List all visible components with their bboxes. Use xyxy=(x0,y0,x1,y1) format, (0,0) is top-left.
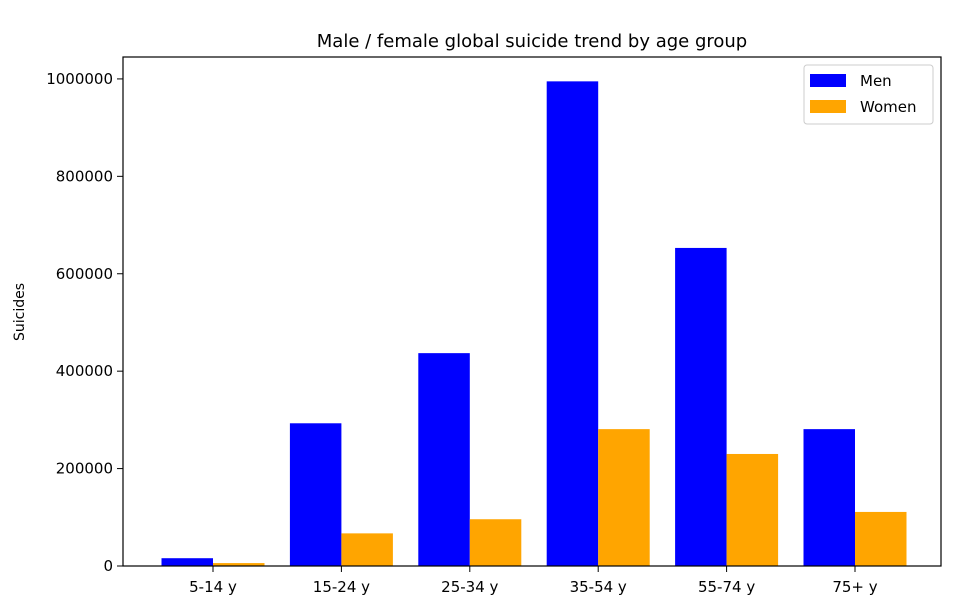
plot-frame xyxy=(122,56,942,567)
legend-swatch-men xyxy=(810,74,846,87)
y-tick-label: 0 xyxy=(103,557,113,575)
y-tick-label: 400000 xyxy=(56,362,113,380)
y-tick-label: 1000000 xyxy=(46,70,113,88)
legend-label-men: Men xyxy=(860,72,892,90)
y-axis-ticks: 0 200000 400000 600000 800000 1000000 xyxy=(46,70,123,575)
bar-men-5 xyxy=(803,429,855,566)
bar-women-1 xyxy=(341,533,393,566)
y-tick-label: 800000 xyxy=(56,167,113,185)
bar-men-0 xyxy=(161,558,213,566)
bar-women-4 xyxy=(726,453,779,566)
bar-women-3 xyxy=(598,429,650,566)
legend-swatch-women xyxy=(810,100,846,113)
bar-men-2 xyxy=(418,353,470,566)
x-tick-label: 15-24 y xyxy=(313,578,370,596)
bar-men-4 xyxy=(675,247,727,566)
y-axis-title: Suicides xyxy=(12,283,28,341)
x-tick-label: 35-54 y xyxy=(570,578,627,596)
legend: Men Women xyxy=(803,64,934,125)
y-tick-label: 600000 xyxy=(56,265,113,283)
x-tick-label: 75+ y xyxy=(832,578,877,596)
chart-title: Male / female global suicide trend by ag… xyxy=(317,31,747,52)
bar-women-5 xyxy=(855,511,907,566)
x-axis-ticks: 5-14 y 15-24 y 25-34 y 35-54 y 55-74 y 75+ y xyxy=(189,566,878,596)
bar-men-1 xyxy=(289,423,342,566)
x-tick-label: 5-14 y xyxy=(189,578,237,596)
y-tick-label: 200000 xyxy=(56,460,113,478)
bar-women-0 xyxy=(213,563,265,566)
bar-men-3 xyxy=(546,81,599,566)
bars xyxy=(161,81,907,566)
bar-women-2 xyxy=(469,519,522,566)
x-tick-label: 55-74 y xyxy=(698,578,755,596)
legend-label-women: Women xyxy=(860,98,916,116)
x-tick-label: 25-34 y xyxy=(441,578,498,596)
